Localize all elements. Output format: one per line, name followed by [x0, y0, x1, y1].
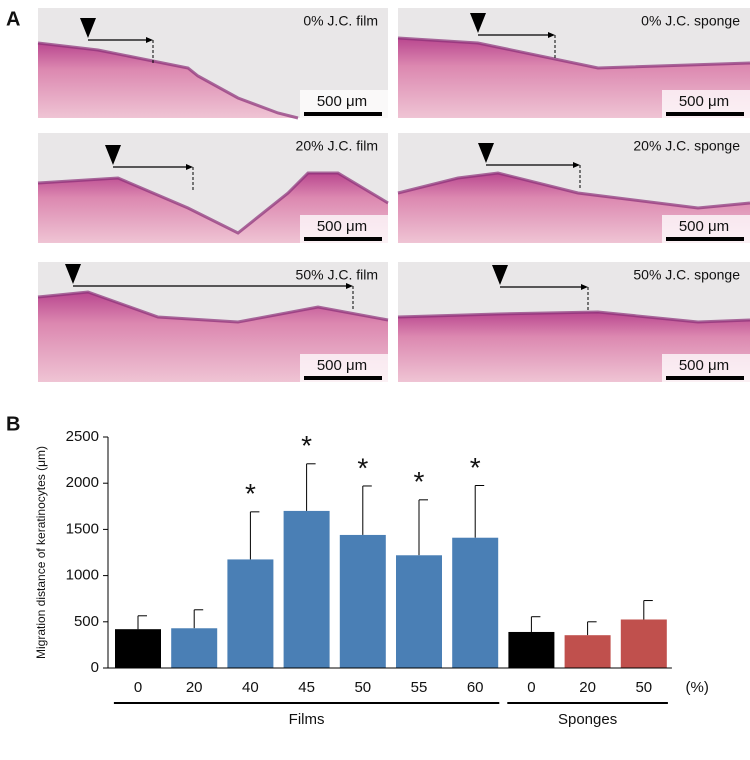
y-tick-label: 2500 — [66, 428, 99, 445]
scale-label: 500 μm — [317, 218, 367, 235]
bar — [115, 629, 161, 668]
significance-mark: * — [301, 430, 312, 461]
arrow-tip — [581, 284, 588, 290]
bar — [564, 635, 611, 668]
tissue-edge — [397, 171, 750, 210]
bar — [227, 559, 274, 668]
scale-bar — [304, 237, 382, 241]
histology-image: 20% J.C. sponge 500 μm — [397, 133, 750, 243]
tissue-edge — [37, 171, 389, 235]
arrow-tip — [573, 162, 580, 168]
significance-mark: * — [470, 452, 481, 483]
x-tick-label: 20 — [186, 679, 203, 696]
histology-image: 0% J.C. sponge 500 μm — [397, 8, 750, 118]
scale-bar — [666, 376, 744, 380]
tissue-edge — [37, 41, 299, 120]
image-caption: 50% J.C. film — [296, 267, 378, 283]
arrowhead-marker — [470, 13, 486, 33]
histology-image: 0% J.C. film 500 μm — [37, 8, 388, 120]
scale-label: 500 μm — [679, 218, 729, 235]
x-tick-label: 50 — [354, 679, 371, 696]
tissue-edge — [397, 310, 750, 324]
bar — [452, 537, 499, 668]
arrowhead-marker — [478, 143, 494, 163]
y-tick-label: 0 — [91, 659, 99, 676]
scale-label: 500 μm — [317, 357, 367, 374]
x-tick-label: 55 — [411, 679, 428, 696]
scale-label: 500 μm — [317, 93, 367, 110]
y-tick-label: 2000 — [66, 474, 99, 491]
y-tick-label: 1000 — [66, 567, 99, 584]
bar — [396, 555, 442, 668]
arrowhead-marker — [492, 265, 508, 285]
x-tick-label: 0 — [527, 679, 535, 696]
panel-label: B — [6, 413, 20, 435]
tissue — [38, 43, 388, 118]
image-caption: 0% J.C. sponge — [641, 13, 740, 29]
histology-image: 50% J.C. film 500 μm — [37, 262, 389, 382]
significance-mark: * — [414, 466, 425, 497]
x-tick-label: 45 — [298, 679, 315, 696]
arrow-tip — [548, 32, 555, 38]
x-tick-label: 20 — [579, 679, 596, 696]
bar — [620, 619, 667, 668]
histology-image: 20% J.C. film 500 μm — [37, 133, 389, 243]
arrow-tip — [186, 164, 193, 170]
image-caption: 20% J.C. sponge — [633, 138, 740, 154]
x-tick-label: 0 — [134, 679, 142, 696]
scale-label: 500 μm — [679, 93, 729, 110]
group-label: Sponges — [558, 711, 617, 728]
tissue-edge — [37, 290, 389, 324]
x-tick-label: 40 — [242, 679, 259, 696]
arrow-tip — [146, 37, 153, 43]
image-caption: 50% J.C. sponge — [633, 267, 740, 283]
arrowhead-marker — [105, 145, 121, 165]
unit-label: (%) — [686, 679, 709, 696]
group-label: Films — [289, 711, 325, 728]
scale-bar — [304, 112, 382, 116]
arrow-tip — [346, 283, 353, 289]
scale-bar — [304, 376, 382, 380]
y-axis-label: Migration distance of keratinocytes (μm) — [34, 446, 48, 659]
image-caption: 0% J.C. film — [303, 13, 378, 29]
x-tick-label: 50 — [635, 679, 652, 696]
significance-mark: * — [357, 452, 368, 483]
panel-label: A — [6, 8, 20, 30]
significance-mark: * — [245, 478, 256, 509]
arrowhead-marker — [80, 18, 96, 38]
image-caption: 20% J.C. film — [296, 138, 378, 154]
bar — [508, 631, 555, 668]
tissue-edge — [397, 36, 750, 70]
arrowhead-marker — [65, 264, 81, 284]
scale-label: 500 μm — [679, 357, 729, 374]
scale-bar — [666, 112, 744, 116]
bar — [283, 510, 330, 668]
x-tick-label: 60 — [467, 679, 484, 696]
bar — [171, 628, 218, 668]
y-tick-label: 1500 — [66, 520, 99, 537]
histology-image: 50% J.C. sponge 500 μm — [397, 262, 750, 382]
y-tick-label: 500 — [74, 613, 99, 630]
bar — [339, 534, 386, 668]
scale-bar — [666, 237, 744, 241]
